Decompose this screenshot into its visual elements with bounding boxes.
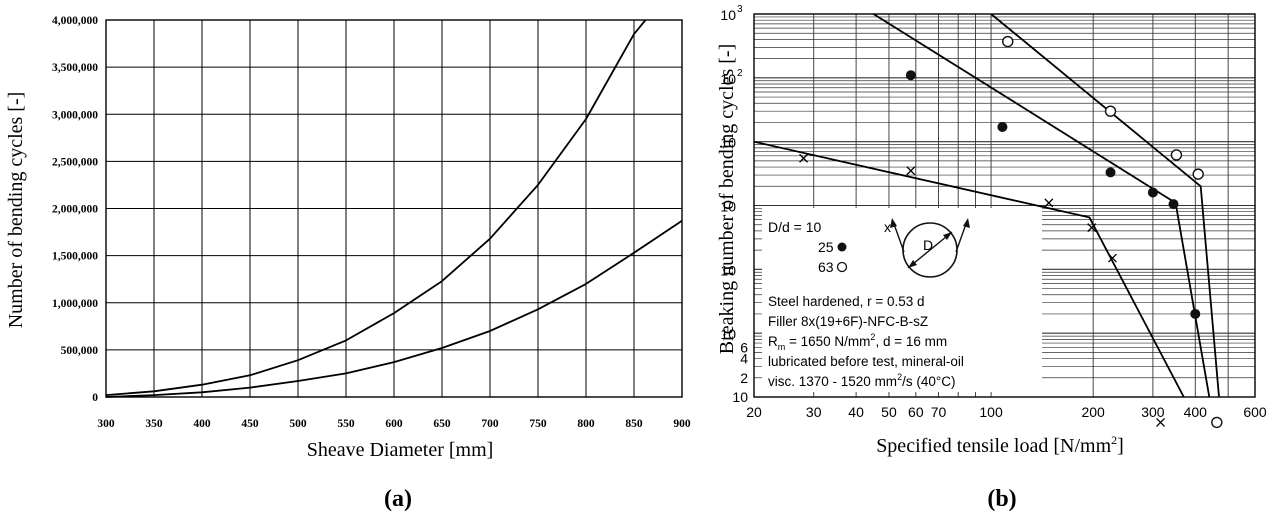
annotation-line-2: Filler 8x(19+6F)-NFC-B-sZ — [768, 314, 928, 329]
y-tick-exponent: 3 — [737, 4, 743, 15]
data-point-filled-circle — [1147, 187, 1158, 198]
data-point-open-circle — [1002, 35, 1014, 48]
annotation-line-4: lubricated before test, mineral-oil — [768, 354, 964, 369]
y-tick-label: 4 — [740, 351, 748, 367]
x-tick-label: 300 — [97, 418, 115, 430]
data-point-open-circle — [1104, 105, 1117, 117]
legend-marker-filled-circle — [837, 242, 847, 252]
x-tick-label: 400 — [193, 418, 211, 430]
data-point-x — [1156, 417, 1166, 427]
data-point-open-circle — [1192, 168, 1204, 180]
data-point-x — [1087, 223, 1097, 233]
panel-b-points — [799, 35, 1223, 429]
panel-b-legend-box — [762, 208, 1042, 392]
sheave-diagram-label: D — [923, 237, 933, 253]
data-point-x — [906, 166, 916, 176]
data-point-filled-circle — [1190, 308, 1201, 319]
series-line-x — [754, 140, 1185, 397]
x-tick-label: 30 — [806, 404, 822, 420]
x-tick-label: 100 — [979, 404, 1003, 420]
y-tick-label: 3,500,000 — [52, 62, 98, 74]
panel-a-x-axis-label: Sheave Diameter [mm] — [307, 439, 494, 461]
panel-a-grid — [105, 19, 683, 398]
x-tick-label: 20 — [746, 404, 762, 420]
data-point-x — [1108, 253, 1117, 263]
plot-frame — [753, 13, 1256, 398]
panel-a-y-tick-labels: 0 500,000 1,000,000 1,500,000 2,000,000 2,500… — [52, 15, 98, 404]
annotation-line-3: Rm = 1650 N/mm2, d = 16 mm — [768, 332, 947, 352]
annotation-line-1: Steel hardened, r = 0.53 d — [768, 294, 925, 309]
legend-marker-x: x — [884, 219, 891, 235]
y-tick-label: 10 — [732, 389, 748, 405]
data-point-filled-circle — [905, 70, 916, 81]
x-tick-label: 400 — [1184, 404, 1208, 420]
plot-frame — [105, 19, 683, 398]
panel-a-label: (a) — [384, 486, 412, 512]
y-tick-label: 10 — [720, 262, 736, 278]
data-point-filled-circle — [1168, 199, 1179, 210]
x-tick-label: 850 — [625, 418, 643, 430]
panel-a-y-axis-label: Number of bending cycles [-] — [5, 92, 27, 329]
x-tick-label: 70 — [931, 404, 947, 420]
x-tick-label: 600 — [385, 418, 403, 430]
annotation-line-5: visc. 1370 - 1520 mm2/s (40°C) — [768, 372, 956, 389]
y-tick-label: 1,500,000 — [52, 251, 98, 263]
y-tick-label: 500,000 — [61, 345, 99, 357]
panel-b-legend: D/d = 10 x 25 63 D Steel hardened, r = 0… — [768, 218, 970, 389]
x-tick-label: 50 — [881, 404, 897, 420]
legend-entry-63: 63 — [818, 259, 834, 275]
x-tick-label: 300 — [1141, 404, 1165, 420]
data-point-open-circle — [1170, 149, 1183, 161]
x-tick-label: 450 — [241, 418, 259, 430]
panel-b-x-tick-labels: 20 30 40 50 60 70 100 200 300 400 600 — [746, 404, 1267, 420]
y-tick-label: 2,500,000 — [52, 156, 98, 168]
y-tick-label: 0 — [92, 392, 98, 404]
x-tick-label: 550 — [337, 418, 355, 430]
panel-a-curves — [105, 19, 683, 398]
x-tick-label: 350 — [145, 418, 163, 430]
x-tick-label: 600 — [1243, 404, 1267, 420]
x-tick-label: 750 — [529, 418, 547, 430]
y-tick-label: 10 — [720, 199, 736, 215]
x-tick-label: 60 — [908, 404, 924, 420]
curve-2 — [105, 220, 683, 398]
data-point-filled-circle — [997, 121, 1008, 132]
sheave-diagram: D — [890, 218, 970, 278]
panel-b-x-axis-label: Specified tensile load [N/mm2] — [876, 433, 1124, 457]
x-tick-label: 500 — [289, 418, 307, 430]
y-tick-label: 2,000,000 — [52, 204, 98, 216]
panel-a-chart: 300 350 400 450 500 550 600 650 700 750 800 850 900 … — [5, 15, 691, 512]
y-tick-label: 3,000,000 — [52, 109, 98, 121]
y-tick-label: 10 — [720, 71, 736, 87]
y-tick-label: 1,000,000 — [52, 298, 98, 310]
legend-entry-25: 25 — [818, 239, 834, 255]
y-tick-label: 10 — [720, 135, 736, 151]
data-point-x — [1044, 198, 1054, 208]
y-tick-label: 10 — [720, 7, 736, 23]
panel-a-x-tick-labels: 300 350 400 450 500 550 600 650 700 750 800 850 900 — [97, 418, 691, 430]
curve-1 — [105, 19, 647, 396]
data-point-filled-circle — [1105, 167, 1116, 178]
x-tick-label: 200 — [1081, 404, 1105, 420]
legend-title: D/d = 10 — [768, 219, 822, 235]
x-tick-label: 40 — [848, 404, 864, 420]
panel-b-chart: 20 30 40 50 60 70 100 200 300 400 600 102461010101… — [716, 4, 1267, 512]
y-tick-label: 2 — [740, 370, 748, 386]
x-tick-label: 650 — [433, 418, 451, 430]
y-tick-label: 4,000,000 — [52, 15, 98, 27]
y-tick-label: 10 — [720, 326, 736, 342]
panel-b-label: (b) — [987, 486, 1016, 512]
series-line-open-circle — [990, 14, 1220, 397]
x-tick-label: 700 — [481, 418, 499, 430]
data-point-open-circle — [1211, 416, 1223, 429]
panel-b-y-axis-label: Breaking number of bending cycles [-] — [716, 44, 738, 354]
y-tick-exponent: 2 — [737, 68, 743, 79]
x-tick-label: 900 — [673, 418, 691, 430]
legend-marker-open-circle — [836, 261, 848, 273]
y-tick-label: 6 — [740, 339, 748, 355]
data-point-x — [799, 153, 809, 163]
x-tick-label: 800 — [577, 418, 595, 430]
